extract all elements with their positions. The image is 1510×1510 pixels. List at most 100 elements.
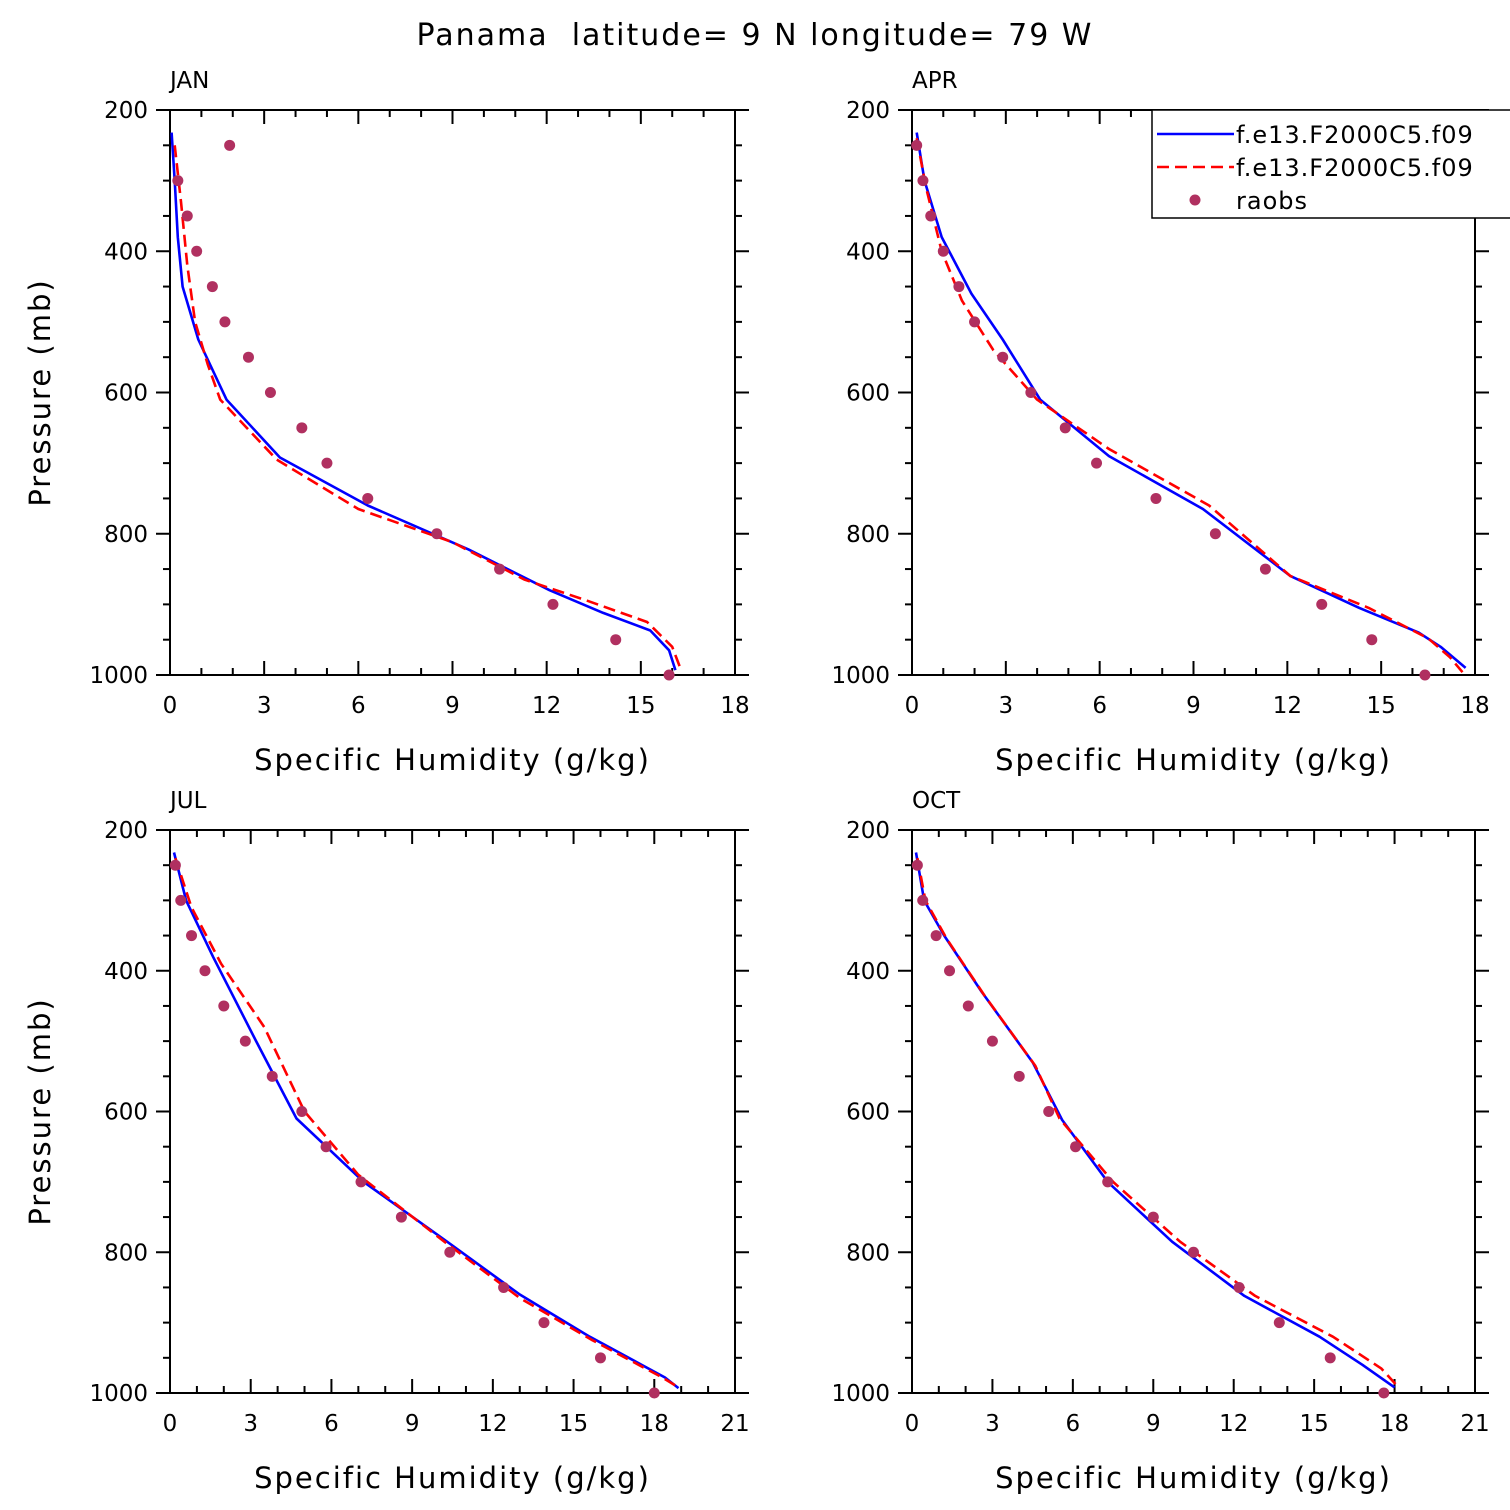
raobs-point	[355, 1176, 367, 1188]
x-tick-label: 12	[532, 693, 561, 719]
raobs-point	[169, 859, 181, 871]
panel-apr: 0 3 6 9 12 15 18 200 400 600 800 1000 APR Specific Hu…	[831, 68, 1489, 777]
x-tick-label: 21	[720, 1411, 749, 1437]
y-tick-label: 800	[846, 1240, 890, 1266]
x-tick-label: 15	[1367, 693, 1396, 719]
raobs-point	[219, 316, 231, 328]
x-axis-label: Specific Humidity (g/kg)	[995, 1461, 1392, 1495]
raobs-point	[925, 210, 937, 222]
raobs-point	[547, 598, 559, 610]
raobs-point	[191, 245, 203, 257]
x-tick-label: 0	[905, 1411, 920, 1437]
y-axis-label: Pressure (mb)	[23, 997, 57, 1225]
raobs-point	[1273, 1317, 1285, 1329]
x-tick-label: 0	[163, 1411, 178, 1437]
y-tick-label: 600	[104, 1100, 148, 1126]
x-tick-label: 18	[720, 693, 749, 719]
y-tick-label: 800	[846, 522, 890, 548]
x-tick-label: 3	[999, 693, 1014, 719]
x-tick-label: 15	[559, 1411, 588, 1437]
raobs-point	[1259, 563, 1271, 575]
y-tick-label: 800	[104, 1240, 148, 1266]
x-tick-label: 0	[163, 693, 178, 719]
x-tick-label: 6	[1066, 1411, 1081, 1437]
y-tick-label: 600	[846, 381, 890, 407]
panel-jan: 0 3 6 9 12 15 18 200 400 600 800 1000 JAN Specific Hu…	[23, 68, 750, 777]
x-axis-label: Specific Humidity (g/kg)	[254, 743, 651, 777]
raobs-point	[1013, 1070, 1025, 1082]
raobs-point	[594, 1352, 606, 1364]
raobs-point	[1059, 422, 1071, 434]
x-tick-label: 12	[1219, 1411, 1248, 1437]
raobs-point	[199, 965, 211, 977]
raobs-point	[296, 422, 308, 434]
y-tick-label: 800	[104, 522, 148, 548]
plot-frame	[911, 829, 1476, 1394]
raobs-point	[181, 210, 193, 222]
figure-title: Panama latitude= 9 N longitude= 79 W	[417, 18, 1094, 53]
raobs-point	[242, 351, 254, 363]
raobs-point	[986, 1035, 998, 1047]
raobs-point	[321, 457, 333, 469]
raobs-point	[969, 316, 981, 328]
y-tick-label: 1000	[89, 663, 148, 689]
raobs-point	[172, 175, 184, 187]
x-tick-label: 18	[1460, 693, 1489, 719]
series-line-solid	[914, 852, 1396, 1389]
y-tick-label: 1000	[831, 663, 890, 689]
raobs-point	[953, 281, 965, 293]
legend-box	[1151, 109, 1510, 219]
raobs-point	[224, 139, 236, 151]
x-tick-label: 12	[1273, 693, 1302, 719]
y-tick-label: 400	[104, 239, 148, 265]
raobs-point	[1147, 1211, 1159, 1223]
y-tick-label: 200	[104, 818, 148, 844]
x-tick-label: 18	[640, 1411, 669, 1437]
series-line-solid	[172, 852, 680, 1390]
x-tick-label: 9	[1186, 693, 1201, 719]
raobs-point	[1419, 669, 1431, 681]
raobs-point	[997, 351, 1009, 363]
raobs-point	[494, 563, 506, 575]
raobs-point	[264, 387, 276, 398]
raobs-point	[1150, 492, 1162, 504]
y-tick-label: 400	[104, 959, 148, 985]
x-tick-label: 0	[905, 693, 920, 719]
raobs-point	[1025, 387, 1037, 398]
panel-title: OCT	[912, 788, 961, 814]
x-tick-label: 6	[1092, 693, 1107, 719]
raobs-point	[431, 528, 443, 540]
raobs-point	[444, 1246, 456, 1258]
plot-frame	[169, 109, 736, 676]
x-tick-label: 6	[324, 1411, 339, 1437]
y-axis-label: Pressure (mb)	[23, 278, 57, 506]
legend-marker-dot	[1189, 194, 1201, 206]
raobs-point	[962, 1000, 974, 1012]
raobs-point	[538, 1317, 550, 1329]
raobs-point	[1070, 1141, 1082, 1153]
y-tick-label: 600	[104, 381, 148, 407]
series-line-dashed	[174, 857, 680, 1389]
raobs-point	[648, 1387, 660, 1399]
legend-label: f.e13.F2000C5.f09	[1236, 121, 1474, 149]
raobs-point	[917, 175, 929, 187]
y-tick-label: 400	[846, 239, 890, 265]
y-tick-label: 1000	[89, 1381, 148, 1407]
x-tick-label: 9	[1146, 1411, 1161, 1437]
raobs-point	[266, 1070, 278, 1082]
raobs-point	[320, 1141, 332, 1153]
panel-title: APR	[912, 68, 958, 94]
x-tick-label: 3	[985, 1411, 1000, 1437]
plot-frame	[169, 829, 736, 1394]
x-axis-label: Specific Humidity (g/kg)	[254, 1461, 651, 1495]
raobs-point	[944, 965, 956, 977]
x-axis-label: Specific Humidity (g/kg)	[995, 743, 1392, 777]
x-tick-label: 9	[405, 1411, 420, 1437]
raobs-point	[395, 1211, 407, 1223]
panel-oct: 0 3 6 9 12 15 18 21 200 400 600 800 1000 OCT Specific …	[831, 788, 1489, 1495]
y-tick-label: 200	[846, 98, 890, 124]
y-tick-label: 400	[846, 959, 890, 985]
raobs-point	[206, 281, 218, 293]
series-line-dashed	[916, 857, 1399, 1387]
